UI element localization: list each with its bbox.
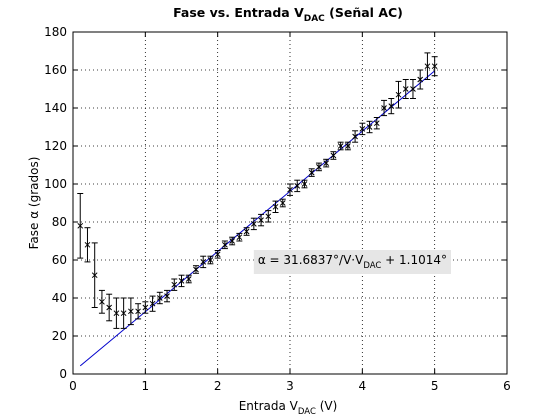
y-tick-label: 100 xyxy=(44,177,67,191)
x-tick-label: 4 xyxy=(359,379,367,393)
y-tick-label: 160 xyxy=(44,63,67,77)
chart-title-suffix: (Señal AC) xyxy=(325,5,403,20)
x-tick-label: 0 xyxy=(69,379,77,393)
plot-area xyxy=(73,32,507,374)
y-tick-label: 120 xyxy=(44,139,67,153)
y-tick-label: 140 xyxy=(44,101,67,115)
x-axis-label-sub: DAC xyxy=(298,407,316,417)
x-axis-label-suffix: (V) xyxy=(316,399,337,413)
y-tick-label: 40 xyxy=(52,291,67,305)
x-axis-label-main: Entrada V xyxy=(239,399,299,413)
y-tick-label: 80 xyxy=(52,215,67,229)
x-tick-label: 5 xyxy=(431,379,439,393)
annotation-sub: DAC xyxy=(363,261,381,271)
chart-title-main: Fase vs. Entrada V xyxy=(173,5,304,20)
x-tick-label: 2 xyxy=(214,379,222,393)
x-tick-label: 6 xyxy=(503,379,511,393)
y-tick-label: 180 xyxy=(44,25,67,39)
y-tick-label: 0 xyxy=(59,367,67,381)
annotation-suffix: + 1.1014° xyxy=(381,253,447,267)
equation-annotation: α = 31.6837°/V·VDAC + 1.1014° xyxy=(254,250,451,274)
chart-title-sub: DAC xyxy=(304,14,325,24)
x-tick-label: 3 xyxy=(286,379,294,393)
y-tick-label: 20 xyxy=(52,329,67,343)
y-axis-label: Fase α (grados) xyxy=(27,157,41,250)
y-tick-label: 60 xyxy=(52,253,67,267)
annotation-prefix: α = 31.6837°/V·V xyxy=(258,253,364,267)
x-tick-label: 1 xyxy=(142,379,150,393)
